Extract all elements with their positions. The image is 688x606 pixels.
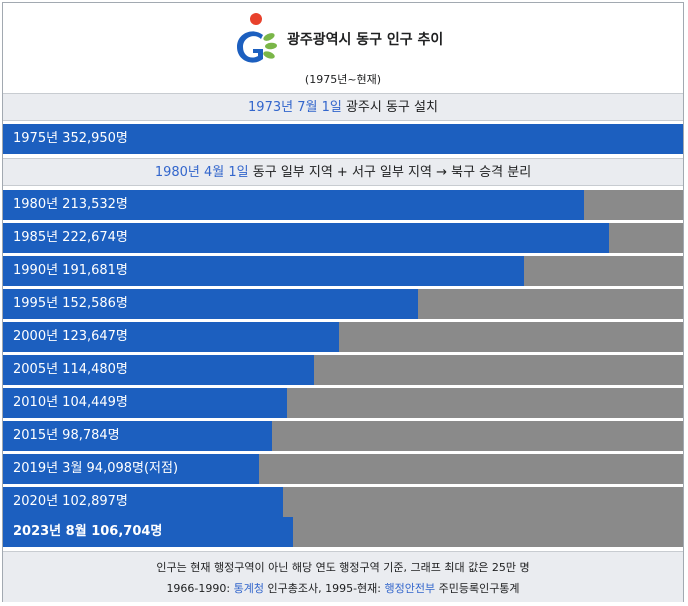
population-row: 2019년 3월 94,098명(저점) bbox=[3, 454, 683, 484]
population-row: 1975년 352,950명 bbox=[3, 124, 683, 154]
population-label: 1995년 152,586명 bbox=[13, 296, 128, 311]
population-row: 2020년 102,897명 bbox=[3, 487, 683, 517]
source1-text: 인구총조사, 1995-현재: bbox=[263, 582, 385, 595]
population-bar bbox=[3, 355, 315, 385]
population-row: 2010년 104,449명 bbox=[3, 388, 683, 418]
population-bar bbox=[3, 322, 340, 352]
population-bar bbox=[3, 190, 584, 220]
population-label: 2000년 123,647명 bbox=[13, 329, 128, 344]
population-bar bbox=[3, 487, 283, 517]
infobox-subtitle: (1975년~현재) bbox=[304, 73, 382, 86]
infobox-title: 광주광역시 동구 인구 추이 bbox=[287, 32, 444, 48]
population-row: 1985년 222,674명 bbox=[3, 223, 683, 253]
population-row: 1995년 152,586명 bbox=[3, 289, 683, 319]
population-label: 2019년 3월 94,098명(저점) bbox=[13, 461, 179, 476]
population-label: 1980년 213,532명 bbox=[13, 197, 128, 212]
population-bar bbox=[3, 256, 525, 286]
ministry-interior-link[interactable]: 행정안전부 bbox=[384, 582, 436, 595]
population-bar bbox=[3, 223, 609, 253]
population-label: 2010년 104,449명 bbox=[13, 395, 128, 410]
event-row: 1980년 4월 1일 동구 일부 지역 + 서구 일부 지역 → 북구 승격 … bbox=[3, 158, 683, 186]
population-bar bbox=[3, 388, 288, 418]
population-row: 2000년 123,647명 bbox=[3, 322, 683, 352]
donggu-logo-icon bbox=[237, 13, 277, 63]
population-label: 2015년 98,784명 bbox=[13, 428, 120, 443]
population-label: 2005년 114,480명 bbox=[13, 362, 128, 377]
population-bar bbox=[3, 454, 259, 484]
population-row: 2005년 114,480명 bbox=[3, 355, 683, 385]
footer-sources: 1966-1990: 통계청 인구총조사, 1995-현재: 행정안전부 주민등… bbox=[3, 580, 683, 596]
source2-text: 주민등록인구통계 bbox=[435, 582, 520, 595]
population-bar bbox=[3, 124, 683, 154]
population-row: 2023년 8월 106,704명 bbox=[3, 517, 683, 547]
population-row: 2015년 98,784명 bbox=[3, 421, 683, 451]
statistics-korea-link[interactable]: 통계청 bbox=[233, 582, 264, 595]
population-bar bbox=[3, 421, 272, 451]
population-label: 1975년 352,950명 bbox=[13, 131, 128, 146]
infobox-footer: 인구는 현재 행정구역이 아닌 해당 연도 행정구역 기준, 그래프 최대 값은… bbox=[3, 551, 683, 602]
event-row: 1973년 7월 1일 광주시 동구 설치 bbox=[3, 93, 683, 121]
population-label: 1990년 191,681명 bbox=[13, 263, 128, 278]
population-bar bbox=[3, 517, 294, 547]
population-row: 1980년 213,532명 bbox=[3, 190, 683, 220]
population-row: 1990년 191,681명 bbox=[3, 256, 683, 286]
event-date-link[interactable]: 1980년 4월 1일 bbox=[154, 165, 249, 180]
infobox-header: 광주광역시 동구 인구 추이 (1975년~현재) bbox=[3, 3, 683, 93]
population-label: 2023년 8월 106,704명 bbox=[13, 524, 163, 539]
footer-note: 인구는 현재 행정구역이 아닌 해당 연도 행정구역 기준, 그래프 최대 값은… bbox=[156, 561, 530, 574]
event-text: 광주시 동구 설치 bbox=[345, 100, 438, 115]
population-label: 1985년 222,674명 bbox=[13, 230, 128, 245]
source-prefix: 1966-1990: bbox=[166, 582, 234, 595]
event-text: 동구 일부 지역 + 서구 일부 지역 → 북구 승격 분리 bbox=[252, 165, 532, 180]
event-date-link[interactable]: 1973년 7월 1일 bbox=[248, 100, 342, 115]
population-bar bbox=[3, 289, 419, 319]
population-label: 2020년 102,897명 bbox=[13, 494, 128, 509]
